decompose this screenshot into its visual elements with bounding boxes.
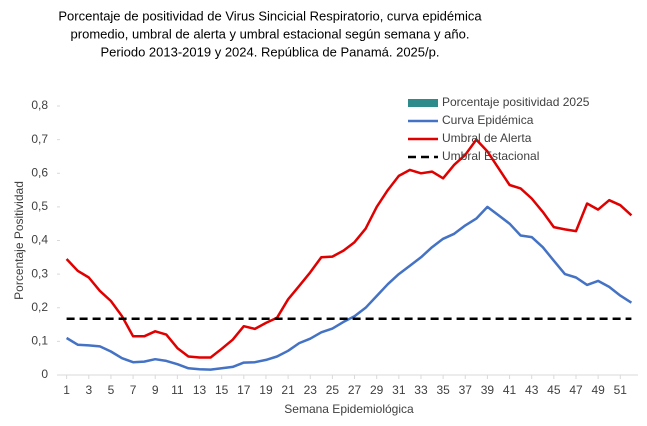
x-tick-label: 37 — [459, 383, 473, 397]
series-line — [65, 205, 633, 371]
y-tick-label: 0,6 — [31, 165, 48, 179]
x-tick-label: 1 — [63, 383, 70, 397]
chart-title: Porcentaje de positividad de Virus Sinci… — [58, 8, 482, 23]
x-tick-label: 43 — [525, 383, 539, 397]
x-tick-label: 21 — [281, 383, 295, 397]
x-tick-label: 51 — [614, 383, 628, 397]
x-tick-label: 7 — [130, 383, 137, 397]
legend-label: Umbral de Alerta — [442, 131, 532, 145]
x-axis-label: Semana Epidemiológica — [284, 402, 414, 416]
x-tick-label: 41 — [503, 383, 517, 397]
x-tick-label: 35 — [436, 383, 450, 397]
x-tick-label: 27 — [348, 383, 362, 397]
legend-swatch — [408, 99, 438, 107]
y-tick-label: 0,7 — [31, 132, 48, 146]
y-tick-label: 0,8 — [31, 98, 48, 112]
x-tick-label: 39 — [481, 383, 495, 397]
x-tick-label: 3 — [85, 383, 92, 397]
x-tick-label: 45 — [547, 383, 561, 397]
x-tick-label: 31 — [392, 383, 406, 397]
x-tick-label: 13 — [193, 383, 207, 397]
x-tick-label: 23 — [304, 383, 318, 397]
x-tick-label: 19 — [259, 383, 273, 397]
y-tick-label: 0,3 — [31, 266, 48, 280]
x-tick-label: 49 — [591, 383, 605, 397]
y-tick-label: 0,2 — [31, 300, 48, 314]
y-tick-label: 0,4 — [31, 233, 48, 247]
x-tick-label: 5 — [108, 383, 115, 397]
y-axis-label: Porcentaje Positividad — [12, 181, 26, 300]
x-tick-label: 33 — [414, 383, 428, 397]
chart-title: Periodo 2013-2019 y 2024. República de P… — [101, 44, 440, 59]
y-tick-label: 0 — [41, 367, 48, 381]
legend-label: Curva Epidémica — [442, 113, 534, 127]
x-tick-label: 11 — [171, 383, 184, 397]
x-tick-label: 29 — [370, 383, 384, 397]
x-tick-label: 25 — [326, 383, 340, 397]
legend-label: Umbral Estacional — [442, 149, 539, 163]
x-tick-label: 15 — [215, 383, 229, 397]
y-tick-label: 0,5 — [31, 199, 48, 213]
x-tick-label: 47 — [569, 383, 583, 397]
series-line — [65, 138, 633, 359]
chart-title: promedio, umbral de alerta y umbral esta… — [71, 26, 470, 41]
x-tick-label: 17 — [237, 383, 251, 397]
legend-label: Porcentaje positividad 2025 — [442, 95, 590, 109]
x-tick-label: 9 — [152, 383, 159, 397]
y-tick-label: 0,1 — [31, 334, 48, 348]
